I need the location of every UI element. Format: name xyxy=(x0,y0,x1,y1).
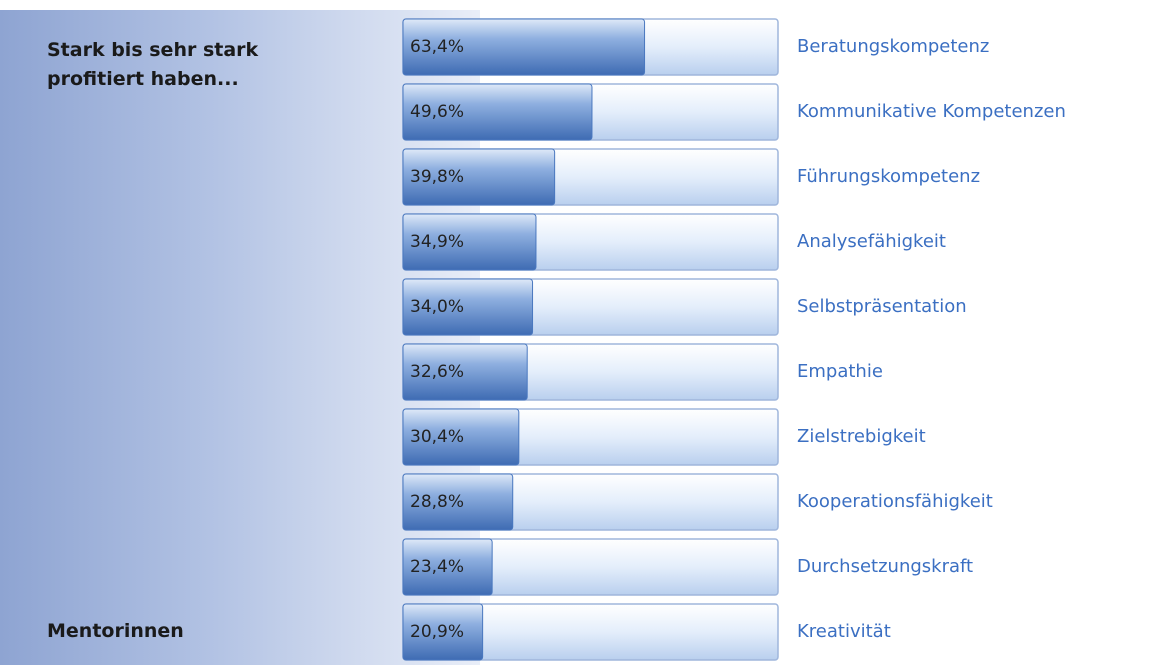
value-label: 34,0% xyxy=(410,297,464,317)
bar xyxy=(402,408,520,466)
value-label: 63,4% xyxy=(410,37,464,57)
bar xyxy=(402,18,646,76)
value-label: 32,6% xyxy=(410,362,464,382)
category-label: Beratungskompetenz xyxy=(797,36,989,57)
chart-title: Stark bis sehr stark profitiert haben... xyxy=(47,39,259,90)
value-label: 20,9% xyxy=(410,622,464,642)
bar xyxy=(402,603,484,661)
category-label: Durchsetzungskraft xyxy=(797,556,973,577)
bar xyxy=(402,538,493,596)
bar xyxy=(402,213,537,271)
category-label: Empathie xyxy=(797,361,883,382)
value-label: 30,4% xyxy=(410,427,464,447)
category-label: Führungskompetenz xyxy=(797,166,980,187)
value-label: 34,9% xyxy=(410,232,464,252)
category-label: Kooperationsfähigkeit xyxy=(797,491,993,512)
value-label: 49,6% xyxy=(410,102,464,122)
side-panel xyxy=(0,10,480,665)
category-label: Analysefähigkeit xyxy=(797,231,946,252)
bar xyxy=(402,148,556,206)
bar xyxy=(402,83,593,141)
category-label: Kommunikative Kompetenzen xyxy=(797,101,1066,122)
category-label: Zielstrebigkeit xyxy=(797,426,926,447)
bar xyxy=(402,343,528,401)
bar xyxy=(402,278,534,336)
bar xyxy=(402,473,514,531)
value-label: 39,8% xyxy=(410,167,464,187)
value-label: 28,8% xyxy=(410,492,464,512)
category-label: Selbstpräsentation xyxy=(797,296,967,317)
chart-subtitle: Mentorinnen xyxy=(47,620,184,642)
category-label: Kreativität xyxy=(797,621,891,642)
value-label: 23,4% xyxy=(410,557,464,577)
